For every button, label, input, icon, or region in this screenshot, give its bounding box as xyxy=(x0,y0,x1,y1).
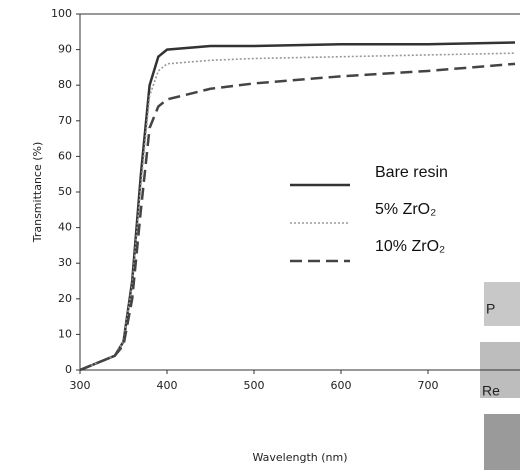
y-tick-label: 90 xyxy=(58,43,72,56)
legend-text: Bare resin xyxy=(375,164,448,181)
legend-text: 5% ZrO₂ xyxy=(375,201,436,218)
fragment-text: Re xyxy=(482,383,500,399)
y-tick-label: 0 xyxy=(65,363,72,376)
y-tick-label: 20 xyxy=(58,292,72,305)
y-tick-label: 100 xyxy=(51,7,72,20)
series-line xyxy=(79,52,516,371)
image-fragment xyxy=(484,414,520,470)
fragment-text: P xyxy=(486,301,495,317)
x-axis-title: Wavelength (nm) xyxy=(252,451,347,464)
x-tick-label: 500 xyxy=(244,379,265,392)
y-tick-label: 40 xyxy=(58,221,72,234)
x-tick-label: 700 xyxy=(418,379,439,392)
legend-text: 10% ZrO₂ xyxy=(375,238,445,255)
y-tick-label: 60 xyxy=(58,149,72,162)
y-tick-label: 30 xyxy=(58,256,72,269)
y-tick-label: 50 xyxy=(58,185,72,198)
series-line xyxy=(79,62,516,372)
x-tick-label: 400 xyxy=(157,379,178,392)
series-line xyxy=(79,41,516,372)
x-tick-label: 300 xyxy=(70,379,91,392)
y-axis-title: Transmittance (%) xyxy=(31,142,44,244)
y-tick-label: 80 xyxy=(58,78,72,91)
image-fragment xyxy=(484,282,520,326)
y-tick-label: 70 xyxy=(58,114,72,127)
y-tick-label: 10 xyxy=(58,327,72,340)
x-tick-label: 600 xyxy=(331,379,352,392)
